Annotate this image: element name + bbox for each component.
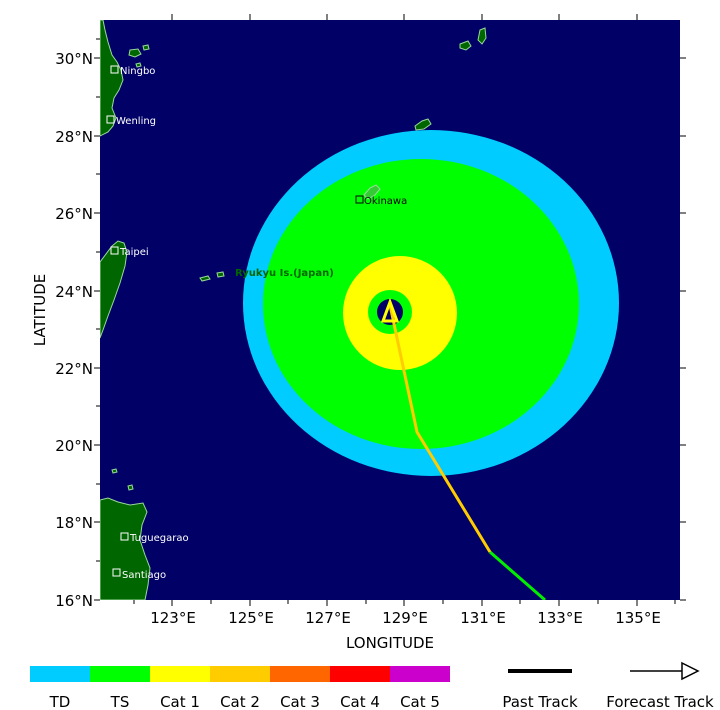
place-label: Wenling <box>116 116 156 127</box>
intensity-legend: TD TS Cat 1 Cat 2 Cat 3 Cat 4 Cat 5 Past… <box>30 661 714 710</box>
place-label: Ningbo <box>120 66 155 77</box>
y-axis-title: LATITUDE <box>31 274 49 347</box>
lat-tick-label: 20°N <box>55 437 93 455</box>
place-marker <box>110 246 119 255</box>
legend-swatch-cat2 <box>210 666 270 682</box>
axis-ticks <box>94 14 686 606</box>
legend-label-cat5: Cat 5 <box>400 693 440 710</box>
lat-tick-label: 24°N <box>55 283 93 301</box>
legend-swatch-cat1 <box>150 666 210 682</box>
luzon-island <box>100 497 151 600</box>
lon-tick-label: 125°E <box>228 609 274 627</box>
place-marker <box>110 65 119 74</box>
place-label: Okinawa <box>364 196 407 207</box>
sakishima-islands <box>199 271 225 282</box>
legend-swatch-cat4 <box>330 666 390 682</box>
storm-center-marker <box>380 297 400 323</box>
legend-swatch-td <box>30 666 90 682</box>
lon-tick-label: 135°E <box>615 609 661 627</box>
longitude-tick-labels: 123°E 125°E 127°E 129°E 131°E 133°E 135°… <box>150 609 661 627</box>
lon-tick-label: 131°E <box>460 609 506 627</box>
place-label: Santiago <box>122 570 166 581</box>
taiwan-island <box>100 240 128 339</box>
lat-tick-label: 28°N <box>55 128 93 146</box>
zhoushan-islands <box>128 44 150 68</box>
place-tuguegarao: Tuguegarao <box>120 532 189 544</box>
lat-tick-label: 18°N <box>55 514 93 532</box>
place-label: Tuguegarao <box>129 533 189 544</box>
legend-label-cat3: Cat 3 <box>280 693 320 710</box>
okinawa-island <box>363 184 381 200</box>
lat-tick-label: 26°N <box>55 205 93 223</box>
latitude-tick-labels: 30°N 28°N 26°N 24°N 22°N 20°N 18°N 16°N <box>55 50 93 610</box>
legend-swatch-ts <box>90 666 150 682</box>
legend-swatch-cat5 <box>390 666 450 682</box>
legend-label-td: TD <box>49 693 71 710</box>
lon-tick-label: 129°E <box>382 609 428 627</box>
past-track-legend-label: Past Track <box>502 693 578 710</box>
place-taipei: Taipei <box>110 246 149 258</box>
forecast-track-cat1-segment <box>388 304 492 553</box>
lon-tick-label: 133°E <box>537 609 583 627</box>
place-marker <box>106 115 115 124</box>
region-label: Ryukyu Is.(Japan) <box>235 268 334 279</box>
china-coast-land <box>100 20 124 137</box>
place-marker <box>355 195 364 204</box>
place-santiago: Santiago <box>112 568 166 581</box>
legend-label-cat2: Cat 2 <box>220 693 260 710</box>
lat-tick-label: 22°N <box>55 360 93 378</box>
forecast-track-legend-label: Forecast Track <box>606 693 714 710</box>
kyushu-islands <box>459 27 487 51</box>
forecast-track-ts-segment <box>489 550 546 600</box>
lon-tick-label: 127°E <box>305 609 351 627</box>
lat-tick-label: 30°N <box>55 50 93 68</box>
place-marker <box>112 568 121 577</box>
forecast-track-legend-arrow <box>630 661 700 681</box>
place-okinawa: Okinawa <box>355 195 407 207</box>
lat-tick-label: 16°N <box>55 592 93 610</box>
place-ningbo: Ningbo <box>110 65 155 77</box>
place-wenling: Wenling <box>106 115 156 127</box>
x-axis-title: LONGITUDE <box>346 634 434 652</box>
place-label: Taipei <box>119 247 149 258</box>
legend-label-cat4: Cat 4 <box>340 693 380 710</box>
lon-tick-label: 123°E <box>150 609 196 627</box>
place-marker <box>120 532 129 541</box>
legend-label-cat1: Cat 1 <box>160 693 200 710</box>
legend-label-ts: TS <box>110 693 130 710</box>
amami-islands <box>414 118 432 131</box>
map-plot-area: Ningbo Wenling Taipei Okinawa Tuguegarao… <box>100 20 619 600</box>
batanes-islands <box>111 468 134 491</box>
legend-swatch-cat3 <box>270 666 330 682</box>
